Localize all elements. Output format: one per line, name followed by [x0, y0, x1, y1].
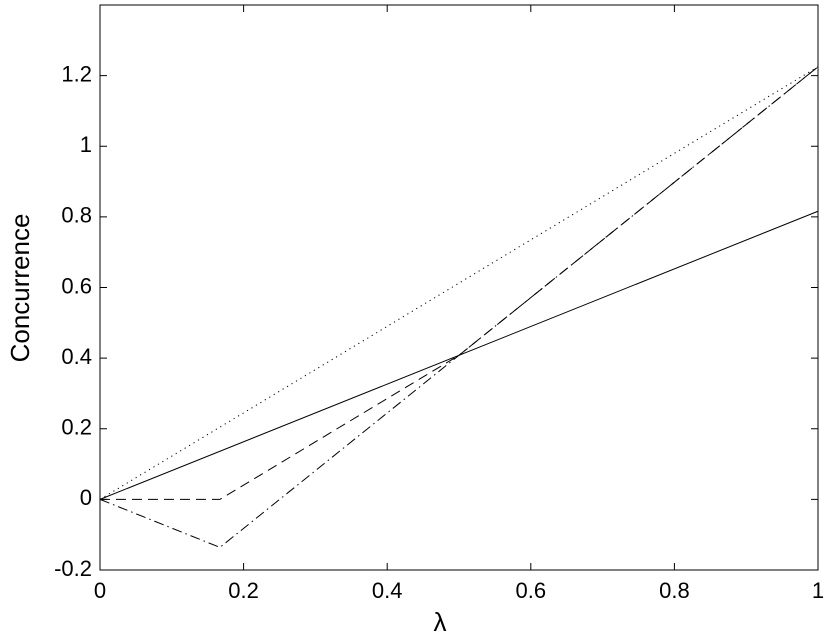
y-tick-label: 0.6 [61, 273, 92, 298]
plot-frame [99, 4, 819, 571]
x-tick-label: 0 [94, 578, 106, 603]
y-axis-label: Concurrence [5, 214, 35, 363]
x-tick-label: 0.8 [659, 578, 690, 603]
y-tick-label: 0.2 [61, 415, 92, 440]
y-tick-label: 1 [80, 132, 92, 157]
line-series [99, 66, 819, 548]
x-axis-label: λ [434, 607, 447, 637]
line-series [99, 66, 819, 500]
y-tick-label: -0.2 [54, 556, 92, 581]
x-tick-label: 0.6 [516, 578, 547, 603]
y-tick-label: 0 [80, 485, 92, 510]
y-tick-label: 1.2 [61, 61, 92, 86]
x-tick-label: 0.2 [228, 578, 259, 603]
y-tick-label: 0.4 [61, 344, 92, 369]
x-tick-label: 1 [812, 578, 824, 603]
y-tick-label: 0.8 [61, 203, 92, 228]
x-tick-label: 0.4 [372, 578, 403, 603]
